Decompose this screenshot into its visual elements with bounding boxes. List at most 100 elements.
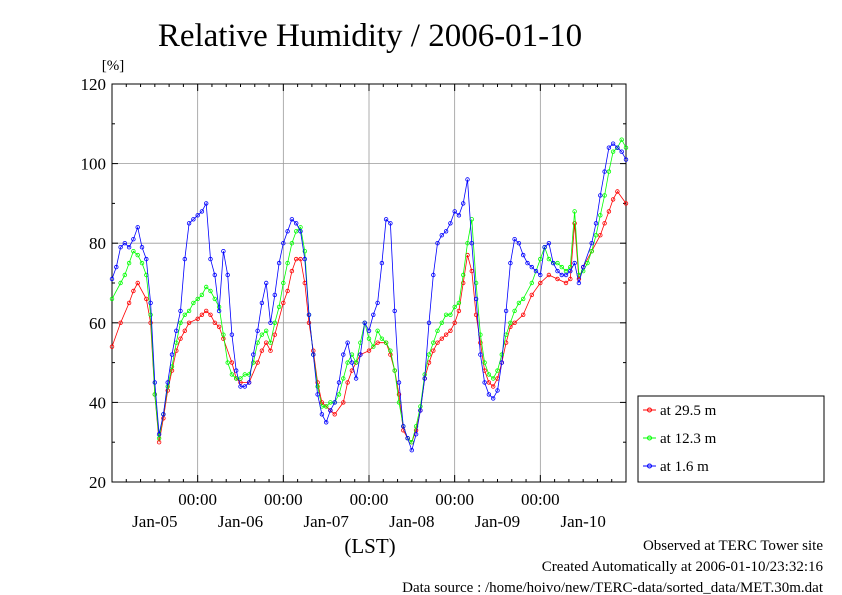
x-axis-label: (LST) [344, 534, 395, 558]
data-point [619, 137, 624, 142]
data-point [135, 280, 140, 286]
data-point [598, 193, 603, 198]
data-point [212, 272, 217, 278]
data-point [555, 276, 560, 282]
data-point [443, 312, 449, 317]
data-point [139, 260, 145, 266]
data-point [581, 268, 586, 274]
data-point [285, 260, 290, 266]
day-label: Jan-06 [218, 512, 263, 531]
data-point [268, 340, 273, 345]
data-point [529, 264, 534, 270]
data-point [186, 308, 192, 314]
data-point [285, 288, 290, 294]
data-point [508, 320, 513, 325]
data-point [371, 344, 376, 349]
data-point [178, 336, 183, 341]
data-point [610, 141, 616, 146]
data-point [568, 276, 573, 282]
data-point [315, 384, 320, 389]
data-point [456, 300, 462, 306]
data-point [131, 288, 136, 294]
data-point [555, 268, 560, 274]
data-point [439, 320, 444, 325]
y-tick-label: 40 [89, 393, 106, 412]
data-point [606, 169, 612, 174]
data-point [225, 272, 230, 278]
data-point [499, 352, 504, 357]
data-point [259, 332, 265, 337]
data-point [272, 332, 277, 337]
data-point [353, 360, 359, 365]
data-point [585, 260, 590, 266]
data-point [126, 260, 132, 266]
data-point [495, 368, 500, 373]
data-point [606, 209, 612, 214]
data-point [546, 240, 552, 246]
data-point [118, 244, 123, 250]
data-point [109, 276, 115, 282]
data-point [542, 244, 547, 250]
data-point [362, 320, 367, 325]
data-point [521, 296, 526, 302]
data-point [109, 344, 115, 349]
data-point [533, 268, 539, 274]
data-point [551, 260, 556, 266]
data-point [396, 380, 402, 385]
day-label: Jan-10 [561, 512, 606, 531]
data-point [478, 352, 483, 357]
data-point [512, 320, 517, 325]
data-point [431, 348, 436, 353]
data-point [461, 272, 466, 278]
data-point [418, 408, 423, 413]
data-point [131, 236, 136, 242]
data-point [152, 392, 157, 397]
data-point [465, 240, 470, 246]
data-point [139, 244, 145, 250]
data-point [255, 360, 260, 365]
data-point [212, 320, 217, 325]
data-point [264, 340, 269, 345]
data-point [521, 252, 526, 258]
legend-label-12-3: at 12.3 m [660, 431, 717, 447]
data-point [516, 240, 522, 246]
data-point [182, 256, 187, 262]
data-point [422, 376, 427, 381]
data-point [229, 332, 235, 337]
data-point [144, 256, 149, 262]
data-point [208, 256, 213, 262]
data-point [366, 348, 372, 353]
data-point [336, 380, 342, 385]
data-point [131, 248, 136, 254]
data-point [529, 280, 534, 286]
data-point [178, 308, 183, 314]
data-point [203, 284, 209, 290]
footer-observed: Observed at TERC Tower site [643, 538, 823, 554]
data-point [358, 352, 363, 357]
data-point [546, 272, 552, 278]
data-point [114, 264, 119, 270]
data-point [324, 404, 329, 409]
data-point [118, 280, 123, 286]
data-point [486, 372, 492, 377]
data-point [255, 328, 260, 333]
data-point [251, 360, 256, 365]
data-point [401, 424, 406, 429]
series-line [111, 143, 627, 452]
data-point [182, 328, 187, 333]
data-point [195, 296, 200, 302]
data-point [576, 280, 582, 286]
data-point [538, 256, 543, 262]
data-point [538, 272, 543, 278]
data-point [281, 280, 286, 286]
data-point [126, 300, 132, 306]
x-tick-label: 00:00 [435, 490, 474, 509]
data-point [195, 213, 200, 218]
data-point [251, 352, 256, 357]
data-point [341, 376, 346, 381]
data-point [152, 380, 157, 385]
data-point [538, 280, 543, 286]
data-point [203, 308, 209, 314]
y-tick-labels: 20 40 60 80 100 120 [81, 75, 107, 492]
